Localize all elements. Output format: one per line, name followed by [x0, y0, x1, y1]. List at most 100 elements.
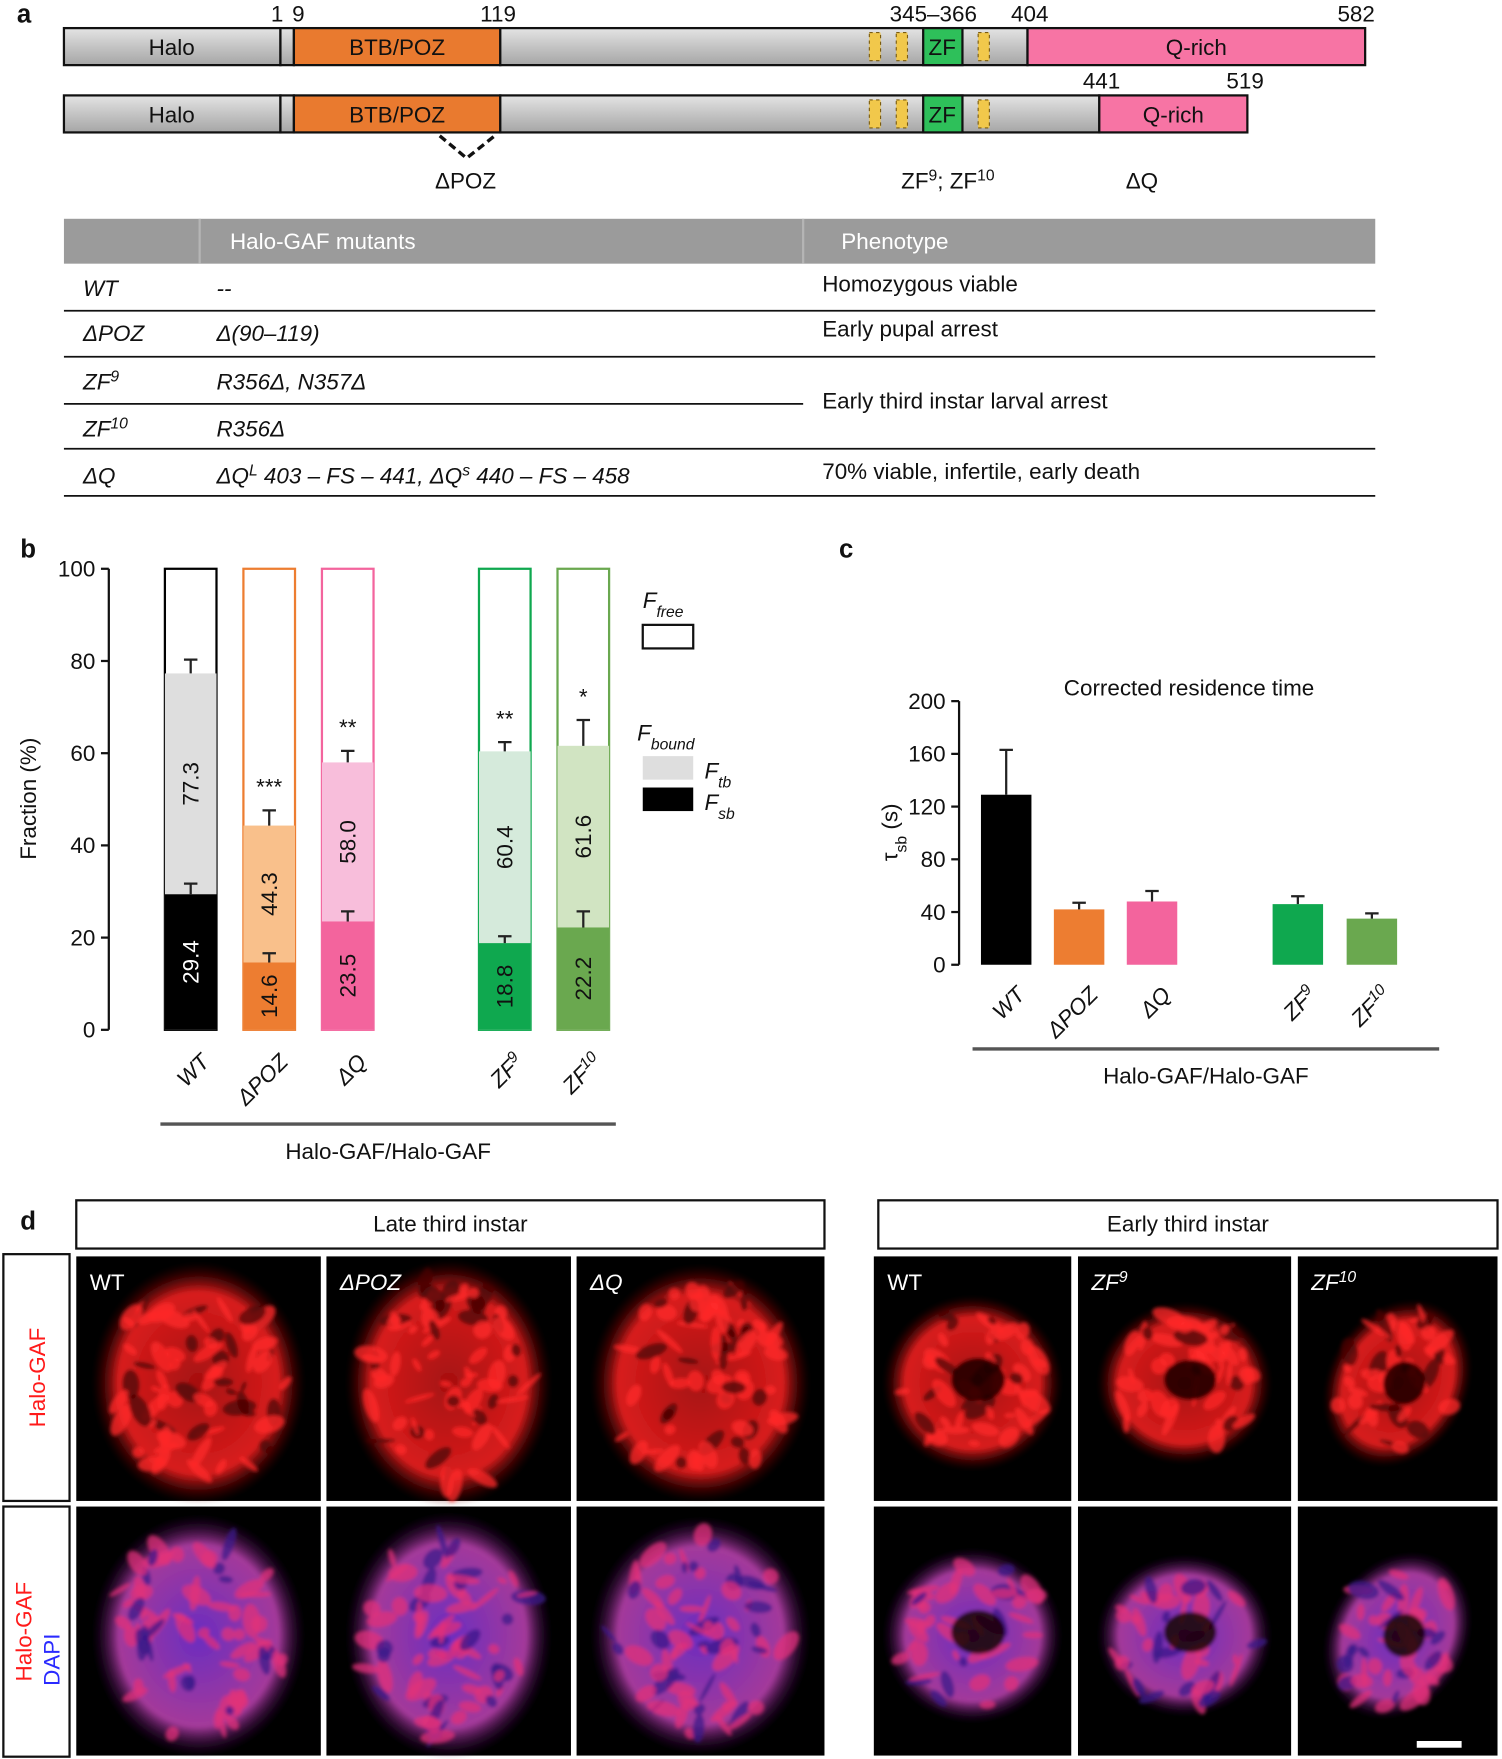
chromatin — [698, 1285, 710, 1299]
chromatin — [955, 1411, 964, 1429]
chromatin — [646, 1700, 681, 1717]
chromatin — [979, 1700, 996, 1710]
chromatin — [460, 1377, 472, 1388]
chromatin — [932, 1379, 956, 1408]
chromatin — [1015, 1407, 1034, 1435]
chromatin — [230, 1689, 242, 1715]
mutant-cell: ZF9 — [82, 368, 119, 395]
chromatin — [197, 1627, 210, 1639]
chromatin — [388, 1548, 396, 1568]
mutant-cell-part: 10 — [110, 415, 128, 432]
chromatin — [129, 1394, 151, 1427]
image-label-part: 9 — [1119, 1269, 1128, 1286]
domain-label: ZF — [929, 102, 956, 127]
chromatin — [391, 1596, 408, 1616]
chromatin — [941, 1426, 970, 1434]
chromatin — [1115, 1376, 1144, 1392]
chromatin — [721, 1581, 742, 1601]
x-tick-label: ΔPOZ — [1041, 981, 1104, 1044]
mutation-cell: -- — [216, 276, 231, 301]
chromatin — [1022, 1389, 1038, 1398]
chromatin — [940, 1670, 955, 1698]
chromatin — [1137, 1401, 1149, 1417]
x-tick-label: ZF10 — [556, 1048, 607, 1099]
chromatin — [1347, 1643, 1359, 1656]
chromatin — [747, 1581, 778, 1593]
value-label: 58.0 — [336, 820, 361, 864]
chromatin — [650, 1630, 670, 1650]
chromatin — [679, 1605, 704, 1613]
chromatin — [354, 1345, 388, 1364]
group-header-box — [877, 1199, 1499, 1250]
chromatin — [446, 1395, 460, 1407]
chromatin — [446, 1537, 461, 1557]
chromatin — [377, 1647, 391, 1663]
chromatin — [169, 1358, 181, 1371]
chromatin — [615, 1431, 630, 1442]
chromatin — [757, 1322, 767, 1334]
chromatin — [748, 1700, 765, 1715]
chromatin — [1421, 1358, 1440, 1389]
chromatin — [175, 1613, 196, 1643]
chromatin — [458, 1701, 482, 1713]
chromatin — [697, 1640, 710, 1647]
chromatin — [708, 1301, 734, 1324]
chromatin — [279, 1376, 292, 1390]
legend-label-part: free — [656, 604, 683, 621]
chromatin — [133, 1361, 156, 1370]
mutation-cell-part: s — [462, 462, 470, 479]
chromatin — [1012, 1594, 1027, 1609]
chromatin — [979, 1642, 1011, 1660]
chromatin — [253, 1350, 273, 1373]
chromatin — [215, 1459, 227, 1475]
legend-label-part: F — [704, 790, 719, 815]
value-label: 23.5 — [336, 954, 361, 998]
chromatin — [1178, 1681, 1196, 1697]
error-bar — [576, 910, 591, 928]
chromatin — [946, 1316, 959, 1331]
chromatin — [613, 1344, 645, 1354]
chromatin — [938, 1332, 949, 1347]
chromatin — [638, 1303, 652, 1321]
chromatin — [998, 1427, 1020, 1448]
chromatin — [1206, 1580, 1223, 1602]
chromatin — [987, 1317, 997, 1325]
chromatin — [687, 1370, 705, 1392]
chromatin — [1376, 1309, 1393, 1343]
chromatin — [1399, 1655, 1418, 1678]
bar — [243, 962, 296, 1030]
chromatin — [414, 1716, 442, 1729]
chromatin — [712, 1644, 740, 1671]
error-bar — [999, 748, 1013, 795]
chromatin — [635, 1685, 657, 1703]
mutation-cell: R356Δ — [216, 416, 285, 441]
chromatin — [911, 1592, 927, 1606]
chromatin — [891, 1652, 911, 1665]
mutation-site-label-part: 9 — [929, 167, 938, 184]
value-label: 61.6 — [571, 815, 596, 859]
chromatin — [656, 1329, 683, 1354]
chromatin — [404, 1393, 435, 1403]
chromatin — [1124, 1330, 1140, 1356]
chromatin — [459, 1283, 469, 1295]
chromatin — [185, 1334, 199, 1352]
chromatin — [230, 1642, 256, 1659]
domain-label: Q-rich — [1143, 102, 1204, 127]
chromatin — [682, 1698, 700, 1706]
legend-label-part: F — [637, 720, 652, 745]
mutation-site-label-part: ZF — [901, 169, 928, 194]
chromatin — [109, 1583, 131, 1597]
domain-label: Halo — [149, 102, 195, 127]
chromatin — [1008, 1612, 1034, 1624]
chromatin — [684, 1727, 695, 1740]
chromatin — [721, 1381, 746, 1394]
chromatin — [1128, 1367, 1136, 1384]
mutation-cell-part: R356Δ — [216, 416, 285, 441]
chromatin — [627, 1580, 641, 1599]
chromatin — [411, 1416, 419, 1436]
chromatin — [952, 1650, 960, 1661]
bar — [1126, 901, 1178, 965]
chromatin — [1343, 1414, 1366, 1436]
chromatin — [493, 1670, 505, 1682]
position-label: 1 — [271, 1, 283, 26]
